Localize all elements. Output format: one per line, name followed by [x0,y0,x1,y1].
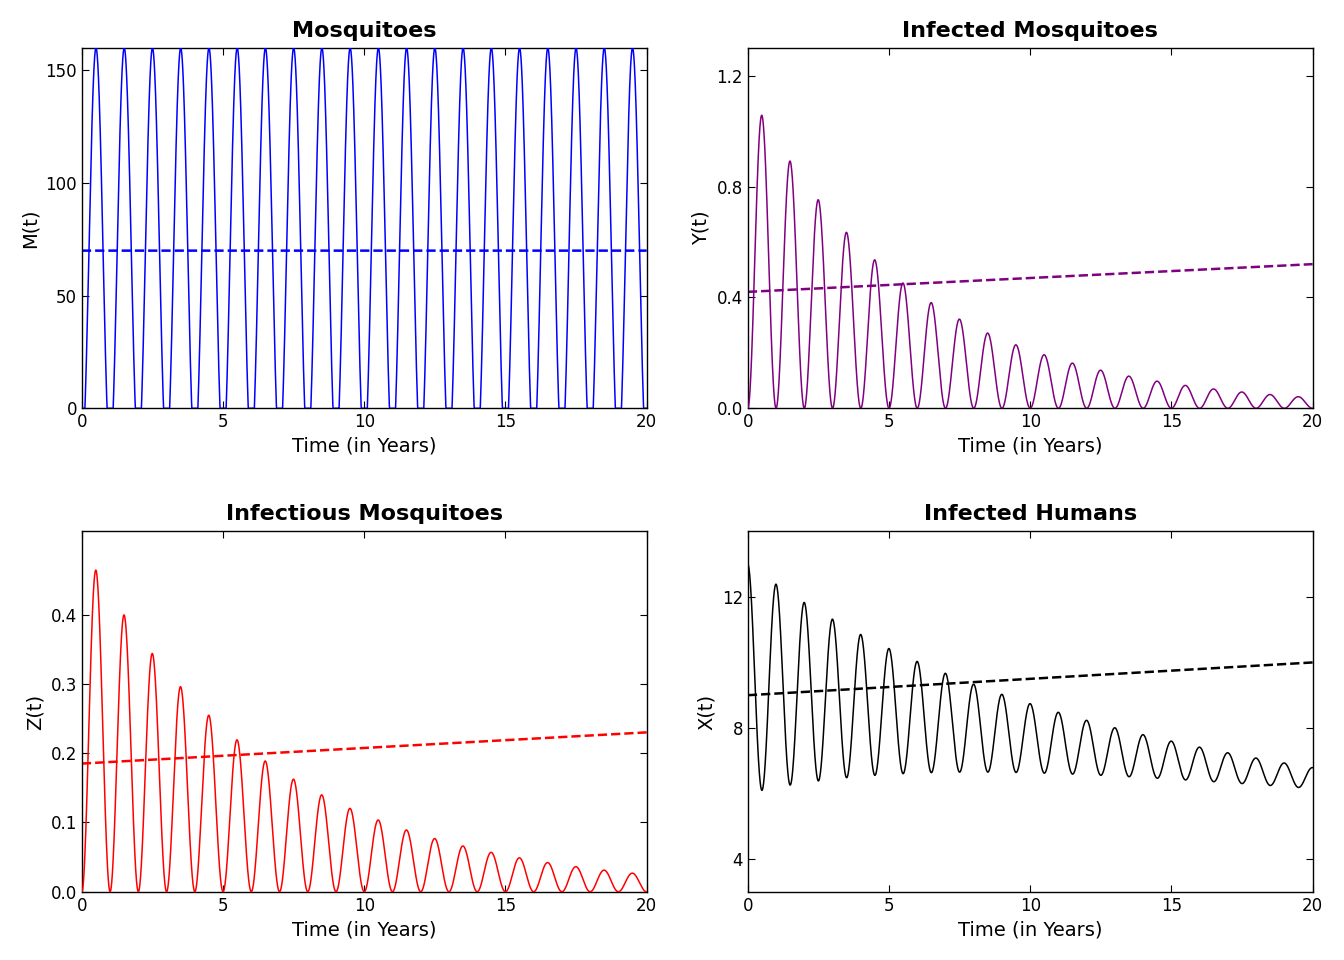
Title: Mosquitoes: Mosquitoes [292,21,437,41]
X-axis label: Time (in Years): Time (in Years) [958,921,1102,939]
X-axis label: Time (in Years): Time (in Years) [292,437,437,456]
X-axis label: Time (in Years): Time (in Years) [292,921,437,939]
Y-axis label: X(t): X(t) [698,693,716,730]
Y-axis label: Z(t): Z(t) [26,693,46,730]
Title: Infected Mosquitoes: Infected Mosquitoes [902,21,1159,41]
Y-axis label: Y(t): Y(t) [692,211,711,246]
Title: Infectious Mosquitoes: Infectious Mosquitoes [226,504,503,524]
Y-axis label: M(t): M(t) [22,208,40,248]
Title: Infected Humans: Infected Humans [923,504,1137,524]
X-axis label: Time (in Years): Time (in Years) [958,437,1102,456]
